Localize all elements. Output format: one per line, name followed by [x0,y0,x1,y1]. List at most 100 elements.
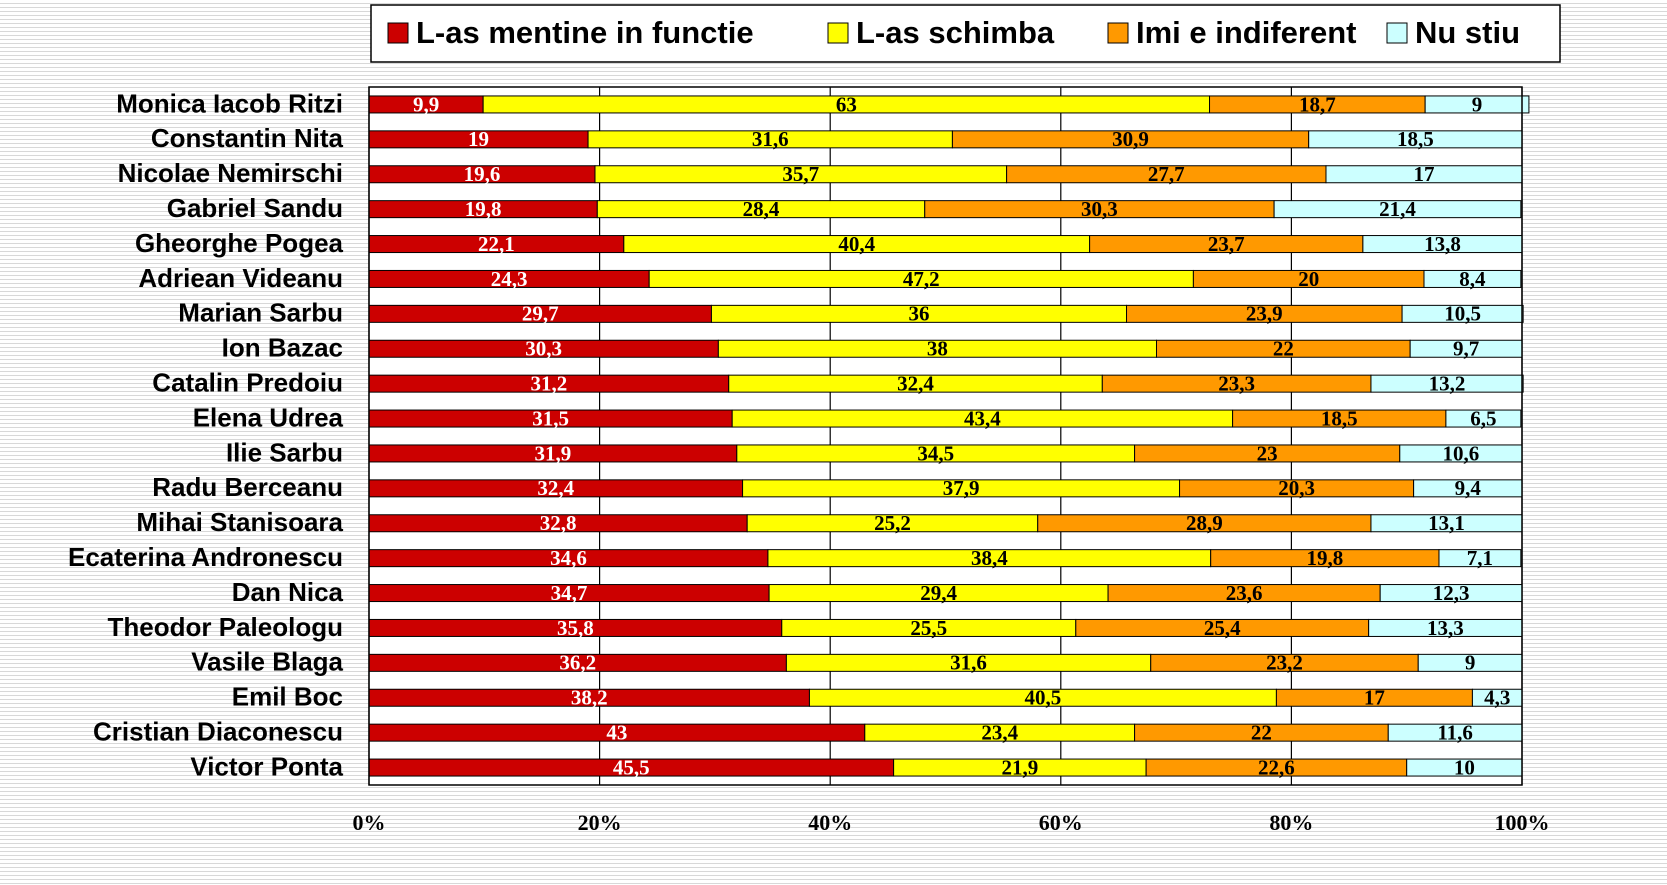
data-label: 13,2 [1429,371,1466,395]
data-label: 23 [1257,441,1278,465]
data-label: 28,4 [743,197,780,221]
data-label: 31,5 [532,406,569,430]
category-label: Catalin Predoiu [152,368,343,398]
data-label: 47,2 [903,267,940,291]
data-label: 32,4 [537,476,574,500]
data-label: 25,5 [910,616,947,640]
category-label: Constantin Nita [151,123,344,153]
data-label: 43,4 [964,406,1001,430]
plot-border [368,86,1523,786]
x-tick-label: 20% [578,810,622,835]
x-tick-label: 60% [1039,810,1083,835]
data-label: 10,6 [1443,441,1480,465]
bar-segment [1273,200,1522,219]
bar-segment [1401,304,1524,323]
data-label: 31,6 [950,651,987,675]
data-label: 23,4 [981,720,1018,744]
data-label: 31,2 [530,371,567,395]
data-label: 38,2 [571,686,608,710]
data-label: 40,5 [1025,686,1062,710]
data-label: 21,4 [1379,197,1416,221]
data-label: 37,9 [943,476,980,500]
legend-box [370,4,1561,63]
data-label: 27,7 [1148,162,1185,186]
bar-segment [1424,95,1530,114]
category-label: Elena Udrea [193,402,344,432]
data-label: 24,3 [491,267,528,291]
data-label: 38,4 [971,546,1008,570]
data-label: 34,6 [550,546,587,570]
data-label: 20,3 [1278,476,1315,500]
data-label: 38 [927,337,948,361]
category-label: Monica Iacob Ritzi [116,88,343,118]
category-label: Radu Berceanu [152,472,343,502]
bar-segment [1445,409,1522,428]
data-label: 63 [836,92,857,116]
x-tick-label: 40% [808,810,852,835]
data-label: 22,1 [478,232,515,256]
data-label: 30,3 [525,337,562,361]
category-label: Theodor Paleologu [108,612,343,642]
data-label: 31,9 [535,441,572,465]
data-label: 35,8 [557,616,594,640]
data-label: 9,4 [1455,476,1482,500]
plot-area [369,87,1522,785]
data-label: 19,8 [1306,546,1343,570]
data-label: 35,7 [782,162,819,186]
data-label: 43 [606,720,627,744]
category-label: Cristian Diaconescu [93,717,343,747]
bar-segment [1423,269,1522,288]
data-label: 13,1 [1428,511,1465,535]
legend-label: L-as mentine in functie [416,15,754,50]
legend-swatch [387,22,409,44]
bar-segment [1370,374,1524,393]
data-label: 19,8 [465,197,502,221]
data-label: 29,4 [920,581,957,605]
data-label: 23,3 [1218,371,1255,395]
data-label: 17 [1364,686,1385,710]
data-label: 25,2 [874,511,911,535]
x-tick-label: 0% [353,810,386,835]
data-label: 45,5 [613,755,650,779]
category-label: Gheorghe Pogea [135,228,344,258]
data-label: 4,3 [1484,686,1510,710]
data-label: 9 [1472,92,1483,116]
data-label: 21,9 [1001,755,1038,779]
data-label: 30,3 [1081,197,1118,221]
data-label: 10 [1454,755,1475,779]
data-label: 31,6 [752,127,789,151]
data-label: 10,5 [1444,302,1481,326]
data-label: 18,5 [1321,406,1358,430]
bar-segment [1438,549,1522,568]
category-label: Emil Boc [232,682,343,712]
category-label: Ion Bazac [222,333,343,363]
legend-label: Imi e indiferent [1136,15,1356,50]
x-tick-label: 100% [1495,810,1550,835]
data-label: 9 [1465,651,1476,675]
data-label: 19,6 [464,162,501,186]
data-label: 32,4 [897,371,934,395]
category-label: Victor Ponta [190,751,343,781]
data-label: 23,2 [1266,651,1303,675]
data-label: 17 [1413,162,1434,186]
category-label: Ilie Sarbu [226,437,343,467]
data-label: 19 [468,127,489,151]
legend-label: Nu stiu [1415,15,1520,50]
data-label: 7,1 [1467,546,1493,570]
data-label: 6,5 [1470,406,1496,430]
category-label: Vasile Blaga [191,647,343,677]
data-label: 9,7 [1453,337,1479,361]
category-label: Nicolae Nemirschi [118,158,343,188]
data-label: 29,7 [522,302,559,326]
data-label: 25,4 [1204,616,1241,640]
data-label: 11,6 [1437,720,1473,744]
data-label: 34,5 [917,441,954,465]
category-label: Gabriel Sandu [167,193,343,223]
data-label: 22,6 [1258,755,1295,779]
data-label: 18,7 [1299,92,1336,116]
data-label: 23,9 [1246,302,1283,326]
data-label: 13,3 [1427,616,1464,640]
data-label: 36,2 [559,651,596,675]
